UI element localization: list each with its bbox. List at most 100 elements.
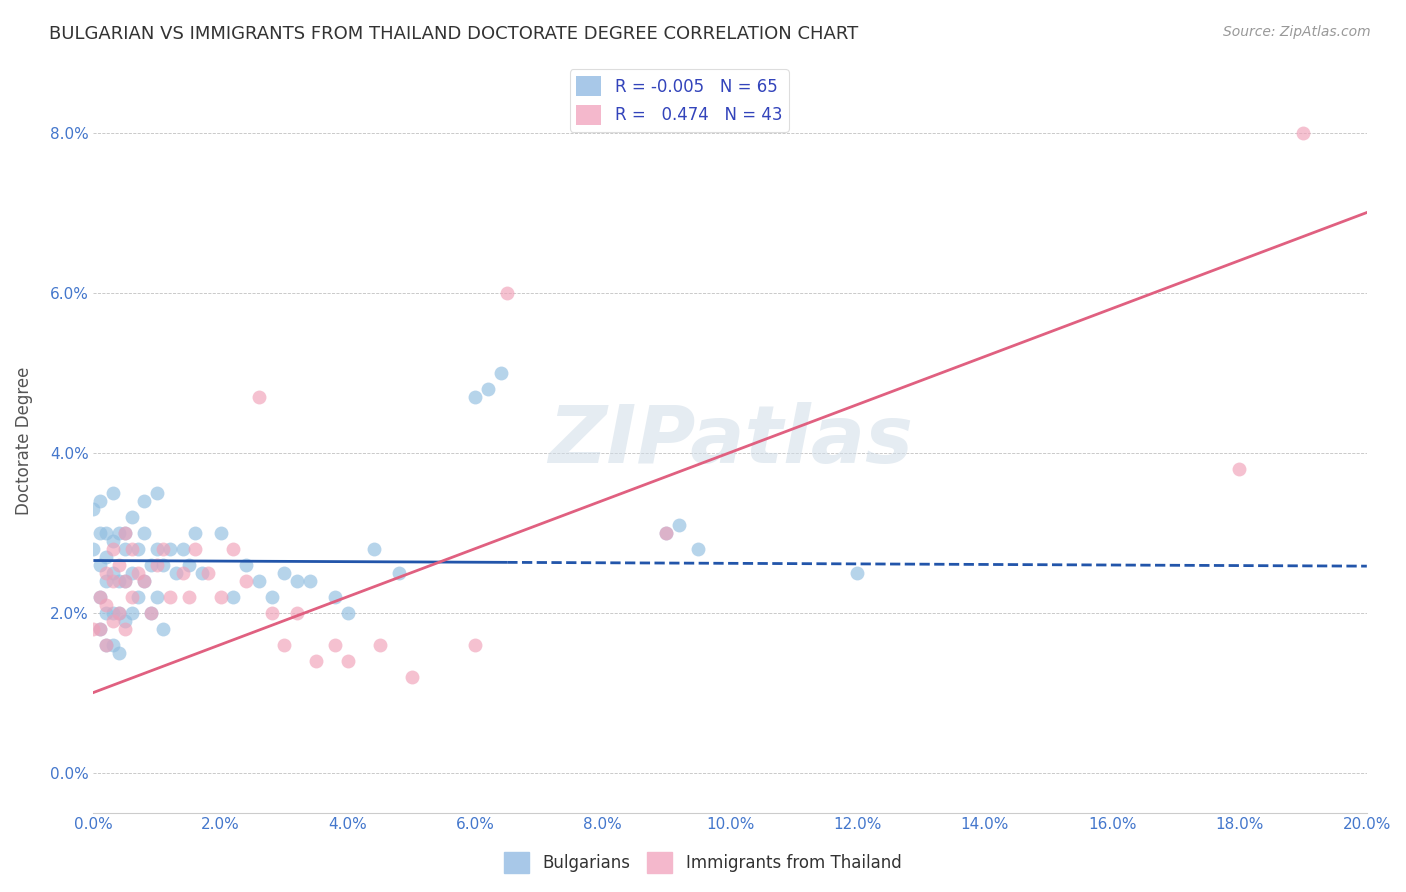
Y-axis label: Doctorate Degree: Doctorate Degree (15, 367, 32, 515)
Point (363, 541, 385, 556)
Point (177, 558, 200, 572)
Point (152, 541, 174, 556)
Point (101, 485, 124, 500)
Point (655, 525, 678, 540)
Point (222, 590, 245, 604)
Text: BULGARIAN VS IMMIGRANTS FROM THAILAND DOCTORATE DEGREE CORRELATION CHART: BULGARIAN VS IMMIGRANTS FROM THAILAND DO… (49, 25, 859, 43)
Point (89, 558, 111, 572)
Point (108, 606, 131, 620)
Point (273, 638, 295, 652)
Point (190, 566, 212, 580)
Point (235, 558, 257, 572)
Point (337, 606, 360, 620)
Point (146, 558, 169, 572)
Point (94, 525, 117, 540)
Point (82, 541, 104, 556)
Point (114, 574, 136, 588)
Point (114, 541, 136, 556)
Point (94, 598, 117, 612)
Point (165, 566, 187, 580)
Point (139, 558, 162, 572)
Text: ZIPatlas: ZIPatlas (547, 401, 912, 480)
Point (184, 525, 207, 540)
Point (388, 566, 411, 580)
Point (159, 541, 181, 556)
Point (134, 574, 156, 588)
Point (108, 606, 131, 620)
Point (121, 590, 143, 604)
Point (134, 493, 156, 508)
Point (247, 390, 270, 404)
Point (101, 541, 124, 556)
Point (94, 549, 117, 564)
Point (260, 606, 283, 620)
Point (209, 525, 232, 540)
Point (101, 566, 124, 580)
Point (368, 638, 391, 652)
Point (89, 622, 111, 636)
Point (846, 566, 869, 580)
Legend: Bulgarians, Immigrants from Thailand: Bulgarians, Immigrants from Thailand (498, 846, 908, 880)
Point (146, 485, 169, 500)
Point (401, 669, 423, 683)
Point (121, 606, 143, 620)
Point (337, 654, 360, 668)
Point (655, 525, 678, 540)
Point (94, 638, 117, 652)
Point (477, 382, 499, 396)
Point (134, 574, 156, 588)
Point (209, 590, 232, 604)
Point (184, 541, 207, 556)
Point (464, 638, 486, 652)
Point (146, 541, 169, 556)
Point (82, 622, 104, 636)
Point (260, 590, 283, 604)
Point (127, 566, 149, 580)
Point (177, 590, 200, 604)
Point (1229, 461, 1251, 475)
Point (1292, 126, 1315, 140)
Point (89, 590, 111, 604)
Point (668, 517, 690, 532)
Point (139, 606, 162, 620)
Text: Source: ZipAtlas.com: Source: ZipAtlas.com (1223, 25, 1371, 39)
Point (121, 541, 143, 556)
Point (172, 541, 194, 556)
Point (325, 590, 347, 604)
Point (127, 590, 149, 604)
Point (305, 654, 328, 668)
Point (489, 366, 512, 380)
Point (108, 646, 131, 660)
Point (114, 614, 136, 628)
Point (94, 606, 117, 620)
Point (101, 606, 124, 620)
Point (285, 606, 308, 620)
Point (108, 525, 131, 540)
Point (108, 574, 131, 588)
Point (222, 541, 245, 556)
Point (496, 285, 519, 300)
Point (94, 638, 117, 652)
Point (235, 574, 257, 588)
Point (121, 509, 143, 524)
Point (152, 558, 174, 572)
Point (94, 574, 117, 588)
Point (121, 566, 143, 580)
Point (134, 525, 156, 540)
Point (89, 525, 111, 540)
Point (172, 566, 194, 580)
Point (101, 574, 124, 588)
Point (127, 541, 149, 556)
Point (82, 501, 104, 516)
Point (108, 558, 131, 572)
Point (197, 566, 219, 580)
Point (247, 574, 270, 588)
Point (114, 525, 136, 540)
Point (464, 390, 486, 404)
Point (159, 590, 181, 604)
Point (89, 590, 111, 604)
Point (114, 622, 136, 636)
Point (325, 638, 347, 652)
Point (152, 622, 174, 636)
Point (146, 590, 169, 604)
